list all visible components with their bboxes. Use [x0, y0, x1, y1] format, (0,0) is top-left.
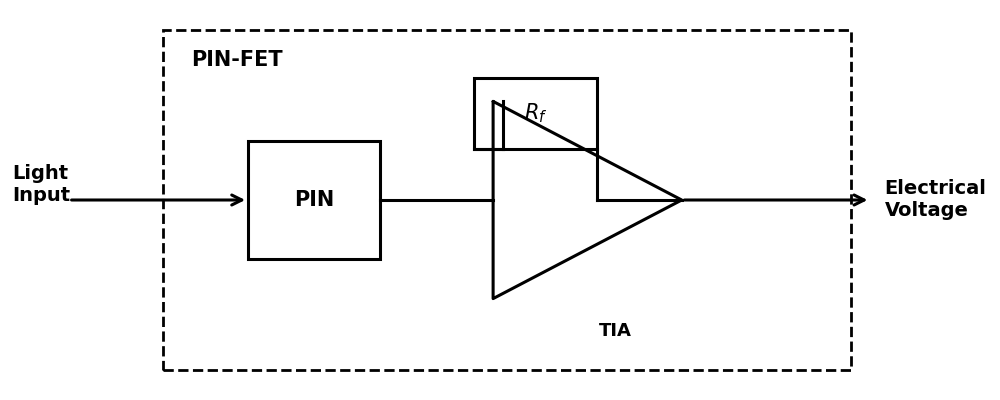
Bar [248, 141, 380, 259]
Text: TIA: TIA [599, 322, 632, 340]
Text: PIN-FET: PIN-FET [191, 50, 283, 70]
Bar [474, 78, 597, 149]
Text: Electrical
Voltage: Electrical Voltage [884, 180, 986, 220]
Bar [163, 30, 851, 370]
Text: Light
Input: Light Input [12, 164, 70, 205]
Text: $R_f$: $R_f$ [524, 102, 547, 125]
Text: PIN: PIN [294, 190, 334, 210]
